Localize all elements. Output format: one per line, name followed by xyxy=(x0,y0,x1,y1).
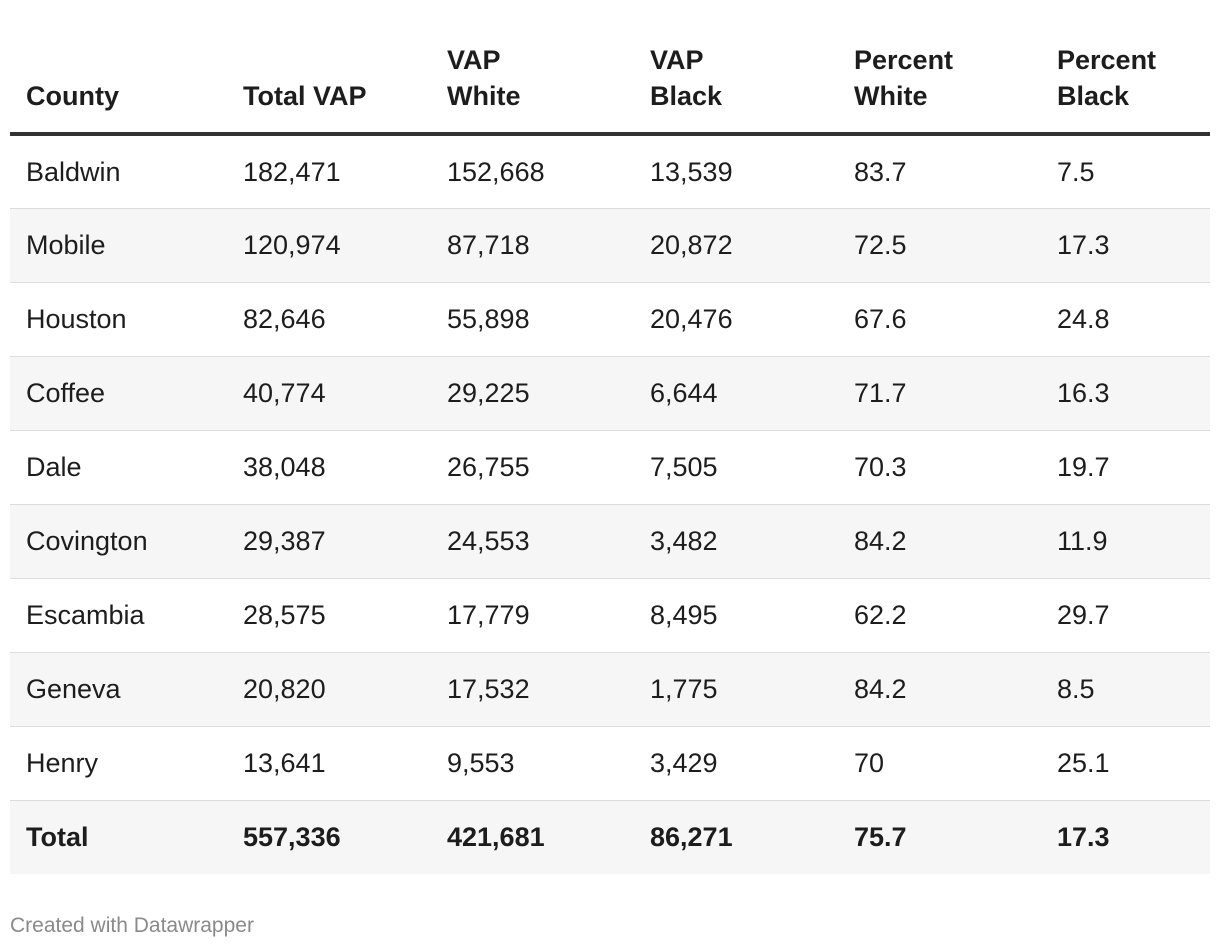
county-cell: Houston xyxy=(10,282,227,357)
cell-percent-white: 84.2 xyxy=(838,504,1041,579)
cell-percent-black: 11.9 xyxy=(1041,504,1210,579)
column-header-text: Percent xyxy=(1057,45,1157,75)
total-vap-black: 86,271 xyxy=(634,800,838,874)
table-row: Escambia 28,575 17,779 8,495 62.2 29.7 xyxy=(10,578,1210,653)
cell-total-vap: 40,774 xyxy=(227,356,431,431)
cell-vap-black: 8,495 xyxy=(634,578,838,653)
cell-total-vap: 38,048 xyxy=(227,430,431,505)
cell-percent-white: 67.6 xyxy=(838,282,1041,357)
county-cell: Coffee xyxy=(10,356,227,431)
cell-percent-black: 29.7 xyxy=(1041,578,1210,653)
cell-vap-white: 9,553 xyxy=(431,726,634,801)
cell-vap-white: 24,553 xyxy=(431,504,634,579)
data-table-container: County Total VAP VAP White VAP Black Percent Wh… xyxy=(10,0,1210,874)
cell-vap-black: 13,539 xyxy=(634,134,838,209)
column-header-text: VAP xyxy=(650,45,704,75)
column-header-text: Black xyxy=(1057,81,1130,111)
cell-percent-white: 71.7 xyxy=(838,356,1041,431)
column-header-percent-white: Percent White xyxy=(838,0,1041,136)
table-body: Baldwin 182,471 152,668 13,539 83.7 7.5 Mobile… xyxy=(10,134,1210,874)
total-percent-black: 17.3 xyxy=(1041,800,1210,874)
county-cell: Henry xyxy=(10,726,227,801)
cell-percent-black: 8.5 xyxy=(1041,652,1210,727)
total-vap-white: 421,681 xyxy=(431,800,634,874)
cell-vap-white: 87,718 xyxy=(431,208,634,283)
column-header-text: VAP xyxy=(447,45,501,75)
county-cell: Mobile xyxy=(10,208,227,283)
cell-percent-black: 7.5 xyxy=(1041,134,1210,209)
cell-percent-black: 17.3 xyxy=(1041,208,1210,283)
datawrapper-credit: Created with Datawrapper xyxy=(10,914,254,937)
cell-vap-white: 26,755 xyxy=(431,430,634,505)
cell-percent-white: 72.5 xyxy=(838,208,1041,283)
column-header-text: Black xyxy=(650,81,723,111)
cell-total-vap: 82,646 xyxy=(227,282,431,357)
column-header-text: Total VAP xyxy=(243,81,367,111)
column-header-text: White xyxy=(854,81,928,111)
cell-total-vap: 182,471 xyxy=(227,134,431,209)
cell-total-vap: 20,820 xyxy=(227,652,431,727)
cell-vap-black: 1,775 xyxy=(634,652,838,727)
cell-vap-white: 55,898 xyxy=(431,282,634,357)
table-row: Geneva 20,820 17,532 1,775 84.2 8.5 xyxy=(10,652,1210,727)
county-cell: Covington xyxy=(10,504,227,579)
table-row: Henry 13,641 9,553 3,429 70 25.1 xyxy=(10,726,1210,801)
cell-percent-white: 70.3 xyxy=(838,430,1041,505)
cell-total-vap: 120,974 xyxy=(227,208,431,283)
column-header-total-vap: Total VAP xyxy=(227,0,431,136)
table-row: Dale 38,048 26,755 7,505 70.3 19.7 xyxy=(10,430,1210,505)
cell-vap-black: 3,429 xyxy=(634,726,838,801)
table-row: Baldwin 182,471 152,668 13,539 83.7 7.5 xyxy=(10,134,1210,209)
cell-percent-white: 62.2 xyxy=(838,578,1041,653)
cell-vap-black: 20,872 xyxy=(634,208,838,283)
total-total-vap: 557,336 xyxy=(227,800,431,874)
column-header-county: County xyxy=(10,0,227,136)
cell-vap-black: 7,505 xyxy=(634,430,838,505)
cell-vap-white: 17,532 xyxy=(431,652,634,727)
cell-percent-white: 83.7 xyxy=(838,134,1041,209)
total-percent-white: 75.7 xyxy=(838,800,1041,874)
table-row: Houston 82,646 55,898 20,476 67.6 24.8 xyxy=(10,282,1210,357)
cell-vap-white: 152,668 xyxy=(431,134,634,209)
cell-total-vap: 13,641 xyxy=(227,726,431,801)
cell-vap-white: 17,779 xyxy=(431,578,634,653)
cell-total-vap: 28,575 xyxy=(227,578,431,653)
county-vap-table: County Total VAP VAP White VAP Black Percent Wh… xyxy=(10,0,1210,874)
cell-total-vap: 29,387 xyxy=(227,504,431,579)
cell-percent-black: 16.3 xyxy=(1041,356,1210,431)
cell-vap-black: 20,476 xyxy=(634,282,838,357)
table-row: Mobile 120,974 87,718 20,872 72.5 17.3 xyxy=(10,208,1210,283)
county-cell: Escambia xyxy=(10,578,227,653)
county-cell: Baldwin xyxy=(10,134,227,209)
total-row: Total 557,336 421,681 86,271 75.7 17.3 xyxy=(10,800,1210,874)
cell-vap-black: 6,644 xyxy=(634,356,838,431)
column-header-text: White xyxy=(447,81,521,111)
column-header-vap-white: VAP White xyxy=(431,0,634,136)
table-row: Coffee 40,774 29,225 6,644 71.7 16.3 xyxy=(10,356,1210,431)
table-row: Covington 29,387 24,553 3,482 84.2 11.9 xyxy=(10,504,1210,579)
column-header-percent-black: Percent Black xyxy=(1041,0,1210,136)
cell-percent-white: 70 xyxy=(838,726,1041,801)
header-row: County Total VAP VAP White VAP Black Percent Wh… xyxy=(10,0,1210,136)
column-header-text: Percent xyxy=(854,45,954,75)
cell-percent-black: 25.1 xyxy=(1041,726,1210,801)
cell-percent-black: 24.8 xyxy=(1041,282,1210,357)
cell-vap-black: 3,482 xyxy=(634,504,838,579)
cell-percent-white: 84.2 xyxy=(838,652,1041,727)
county-cell: Dale xyxy=(10,430,227,505)
county-cell: Geneva xyxy=(10,652,227,727)
total-label: Total xyxy=(10,800,227,874)
column-header-text: County xyxy=(26,81,119,111)
column-header-vap-black: VAP Black xyxy=(634,0,838,136)
cell-percent-black: 19.7 xyxy=(1041,430,1210,505)
cell-vap-white: 29,225 xyxy=(431,356,634,431)
